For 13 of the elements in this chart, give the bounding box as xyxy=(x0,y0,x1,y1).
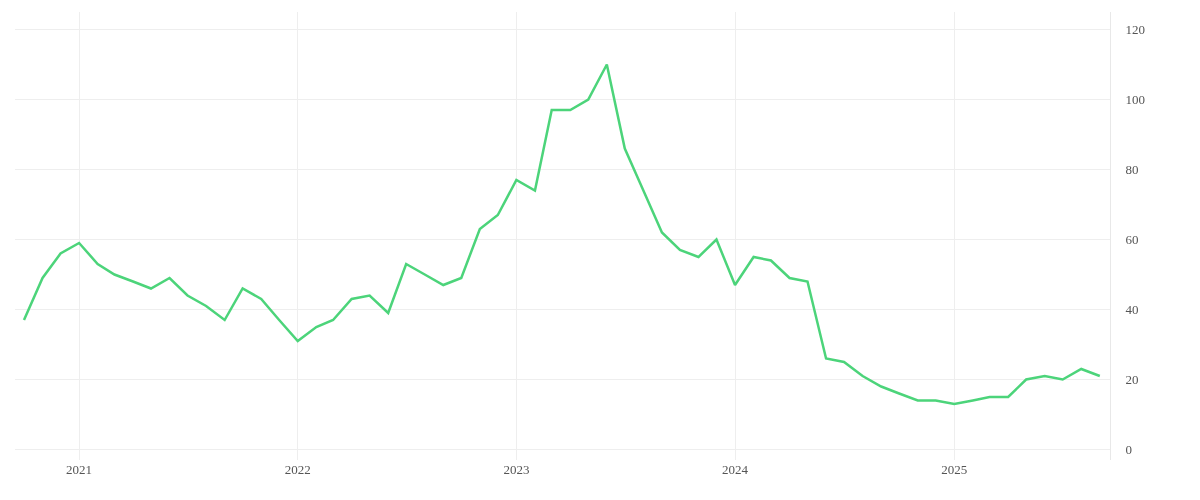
y-tick-label: 120 xyxy=(1125,22,1146,38)
x-tick-label: 2021 xyxy=(66,462,93,477)
y-tick-label: 0 xyxy=(1125,442,1133,458)
x-tick-label: 2023 xyxy=(503,462,530,477)
line-series xyxy=(22,63,1102,406)
y-tick-label: 100 xyxy=(1125,92,1146,108)
y-tick-label: 40 xyxy=(1125,302,1139,318)
y-tick-label: 20 xyxy=(1125,372,1139,388)
y-tick-label: 60 xyxy=(1125,232,1139,248)
x-tick-label: 2022 xyxy=(284,462,311,477)
x-tick-label: 2025 xyxy=(941,462,968,477)
x-tick-label: 2024 xyxy=(722,462,749,477)
y-tick-label: 80 xyxy=(1125,162,1139,178)
